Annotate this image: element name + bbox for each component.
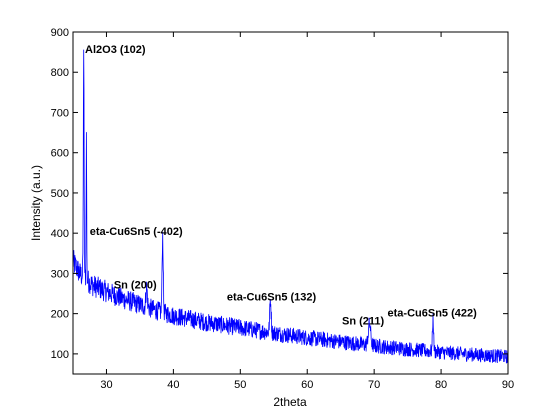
y-tick-label: 400 [51, 228, 69, 240]
annotation-layer: Al2O3 (102) eta-Cu6Sn5 (-402) Sn (200) eta-… [85, 44, 477, 328]
peak-annotation: eta-Cu6Sn5 (132) [227, 291, 317, 303]
x-tick-label: 70 [368, 379, 380, 391]
axis-layer: 30 40 50 60 70 80 90 100 200 300 400 500 600 700 800 90… [51, 27, 514, 391]
x-tick-label: 40 [167, 379, 179, 391]
peak-annotation: eta-Cu6Sn5 (-402) [90, 226, 183, 238]
peak-annotation: Sn (200) [114, 279, 157, 291]
y-tick-label: 200 [51, 309, 69, 321]
y-tick-label: 100 [51, 349, 69, 361]
x-axis-title: 2theta [273, 395, 307, 409]
x-tick-label: 30 [100, 379, 112, 391]
y-tick-label: 700 [51, 107, 69, 119]
y-tick-label: 900 [51, 27, 69, 39]
series-line [72, 49, 509, 364]
series-layer [72, 49, 509, 364]
x-tick-label: 50 [234, 379, 246, 391]
y-tick-label: 800 [51, 67, 69, 79]
x-tick-label: 90 [502, 379, 514, 391]
peak-annotation: Al2O3 (102) [85, 44, 146, 56]
y-tick-label: 600 [51, 148, 69, 160]
peak-annotation: Sn (211) [342, 315, 385, 327]
plot-area [73, 32, 508, 374]
y-tick-label: 300 [51, 268, 69, 280]
peak-annotation: eta-Cu6Sn5 (422) [388, 307, 478, 319]
x-tick-label: 80 [435, 379, 447, 391]
x-tick-label: 60 [301, 379, 313, 391]
y-axis-title: Intensity (a.u.) [29, 165, 43, 241]
axes-frame [72, 31, 509, 375]
y-tick-label: 500 [51, 188, 69, 200]
